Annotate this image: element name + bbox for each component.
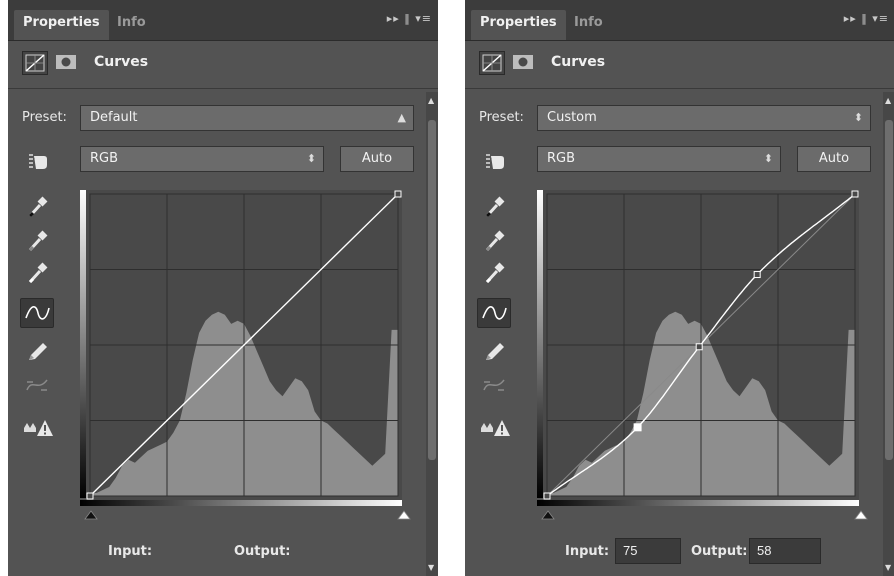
scroll-up-icon[interactable]: ▲ (885, 96, 892, 105)
curve-control-point[interactable] (86, 492, 94, 500)
adjustment-title: Curves (551, 54, 606, 70)
auto-button[interactable]: Auto (797, 146, 871, 172)
output-label: Output: (234, 544, 291, 559)
preset-select[interactable]: Default ▲ (80, 105, 414, 131)
output-label: Output: (691, 544, 748, 559)
curves-adjustment-icon[interactable] (479, 51, 505, 75)
curve-control-point[interactable] (633, 423, 642, 432)
select-arrows-icon: ⬍ (306, 152, 316, 165)
properties-panel-default: Properties Info ▸▸ ‖ ▾≡ Curves Preset: D… (8, 0, 438, 576)
pencil-draw-icon[interactable] (477, 336, 511, 366)
graph-border (89, 193, 399, 497)
gray-point-eyedropper-icon[interactable] (477, 226, 511, 256)
white-point-slider-icon[interactable] (397, 510, 411, 520)
preset-value: Custom (547, 110, 597, 125)
scrollbar[interactable]: ▲ ▼ (883, 92, 894, 576)
preset-label: Preset: (22, 110, 67, 125)
white-point-eyedropper-icon[interactable] (477, 258, 511, 288)
black-point-slider-icon[interactable] (84, 510, 98, 520)
input-gradient-bar (80, 500, 402, 506)
channel-select[interactable]: RGB ⬍ (537, 146, 781, 172)
input-label: Input: (565, 544, 610, 559)
layer-mask-icon[interactable] (511, 51, 537, 75)
panel-tab-bar: Properties Info ▸▸ ‖ ▾≡ (465, 0, 894, 41)
input-gradient-bar (537, 500, 859, 506)
pencil-draw-icon[interactable] (20, 336, 54, 366)
scroll-thumb[interactable] (428, 120, 436, 460)
tone-curve[interactable] (89, 193, 399, 497)
properties-panel-custom: Properties Info ▸▸ ‖ ▾≡ Curves Preset: C… (465, 0, 894, 576)
hand-target-icon[interactable] (20, 146, 54, 176)
channel-value: RGB (547, 151, 576, 166)
scroll-thumb[interactable] (885, 120, 893, 460)
output-gradient-bar (80, 190, 86, 498)
gray-point-eyedropper-icon[interactable] (20, 226, 54, 256)
curve-point-tool-icon[interactable] (20, 298, 54, 328)
smooth-curve-icon (20, 370, 54, 400)
preset-value: Default (90, 110, 138, 125)
scroll-down-icon[interactable]: ▼ (885, 563, 892, 572)
select-arrows-icon: ⬍ (853, 111, 863, 124)
curve-control-point[interactable] (851, 190, 859, 198)
scroll-down-icon[interactable]: ▼ (428, 563, 435, 572)
scroll-up-icon[interactable]: ▲ (428, 96, 435, 105)
layer-mask-icon[interactable] (54, 51, 80, 75)
black-point-slider-icon[interactable] (541, 510, 555, 520)
output-field[interactable]: 58 (749, 538, 821, 564)
output-gradient-bar (537, 190, 543, 498)
input-label: Input: (108, 544, 153, 559)
hand-target-icon[interactable] (477, 146, 511, 176)
preset-select[interactable]: Custom ⬍ (537, 105, 871, 131)
curve-point-tool-icon[interactable] (477, 298, 511, 328)
curves-adjustment-icon[interactable] (22, 51, 48, 75)
curve-control-point[interactable] (543, 492, 551, 500)
input-field[interactable]: 75 (615, 538, 681, 564)
clipping-warning-icon[interactable] (20, 412, 54, 442)
select-arrows-icon: ▲ (397, 111, 406, 124)
tab-properties[interactable]: Properties (14, 10, 109, 40)
black-point-eyedropper-icon[interactable] (20, 192, 54, 222)
panel-tab-bar: Properties Info ▸▸ ‖ ▾≡ (8, 0, 438, 41)
black-point-eyedropper-icon[interactable] (477, 192, 511, 222)
graph-border (546, 193, 856, 497)
smooth-curve-icon (477, 370, 511, 400)
adjustment-title: Curves (94, 54, 149, 70)
channel-select[interactable]: RGB ⬍ (80, 146, 324, 172)
curve-control-point[interactable] (753, 271, 761, 279)
panel-menu-controls[interactable]: ▸▸ ‖ ▾≡ (843, 12, 889, 25)
auto-button[interactable]: Auto (340, 146, 414, 172)
curve-control-point[interactable] (695, 343, 703, 351)
select-arrows-icon: ⬍ (763, 152, 773, 165)
white-point-slider-icon[interactable] (854, 510, 868, 520)
curve-control-point[interactable] (394, 190, 402, 198)
white-point-eyedropper-icon[interactable] (20, 258, 54, 288)
clipping-warning-icon[interactable] (477, 412, 511, 442)
curves-graph[interactable] (543, 190, 859, 500)
tab-info[interactable]: Info (574, 15, 603, 30)
tab-info[interactable]: Info (117, 15, 146, 30)
channel-value: RGB (90, 151, 119, 166)
divider (8, 88, 438, 89)
divider (465, 88, 894, 89)
preset-label: Preset: (479, 110, 524, 125)
tab-properties[interactable]: Properties (471, 10, 566, 40)
panel-menu-controls[interactable]: ▸▸ ‖ ▾≡ (386, 12, 432, 25)
scrollbar[interactable]: ▲ ▼ (426, 92, 438, 576)
curves-graph[interactable] (86, 190, 402, 500)
